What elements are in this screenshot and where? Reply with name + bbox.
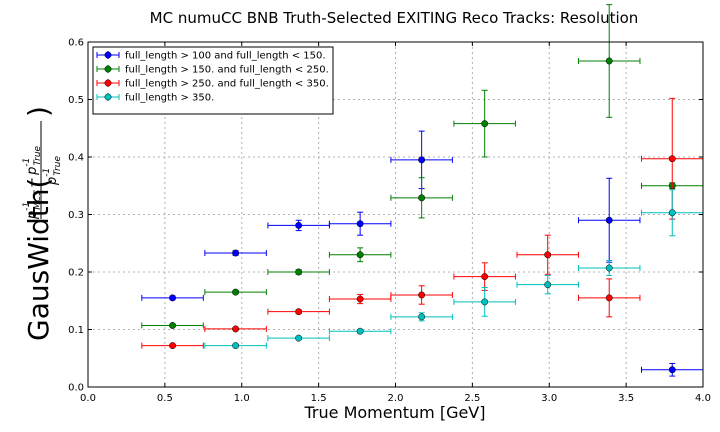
data-point bbox=[418, 291, 426, 299]
legend-entry-2: full_length > 150. and full_length < 250… bbox=[96, 65, 329, 76]
data-point bbox=[544, 251, 552, 259]
series-4 bbox=[204, 189, 704, 350]
x-tick-label: 2.0 bbox=[388, 393, 404, 404]
data-point bbox=[356, 327, 364, 335]
data-point bbox=[232, 249, 240, 257]
x-tick-label: 1.5 bbox=[311, 393, 327, 404]
legend-marker bbox=[104, 79, 112, 87]
data-point bbox=[295, 308, 303, 316]
y-tick-label: 0.0 bbox=[68, 383, 84, 394]
y-tick-label: 0.3 bbox=[68, 210, 84, 221]
x-tick-label: 3.5 bbox=[618, 393, 634, 404]
x-axis-label: True Momentum [GeV] bbox=[304, 403, 486, 422]
data-point bbox=[356, 295, 364, 303]
data-point bbox=[295, 334, 303, 342]
data-point bbox=[481, 298, 489, 306]
chart-title: MC numuCC BNB Truth-Selected EXITING Rec… bbox=[150, 9, 639, 27]
data-point bbox=[481, 120, 489, 128]
y-axis-label-fraction: p-1MCS−p-1True p-1True bbox=[22, 121, 63, 220]
legend-label: full_length > 100 and full_length < 150. bbox=[125, 51, 326, 62]
series-1 bbox=[141, 130, 704, 377]
x-tick-label: 1.0 bbox=[234, 393, 250, 404]
y-tick-label: 0.4 bbox=[68, 153, 84, 164]
x-tick-label: 3.0 bbox=[541, 393, 557, 404]
data-point bbox=[605, 57, 613, 65]
data-point bbox=[605, 216, 613, 224]
y-axis-label-numerator: p-1MCS−p-1True bbox=[22, 145, 43, 220]
y-tick-label: 0.6 bbox=[68, 38, 84, 49]
data-point bbox=[356, 251, 364, 259]
legend-entry-4: full_length > 350. bbox=[96, 93, 214, 104]
series-2 bbox=[141, 4, 704, 329]
data-point bbox=[668, 366, 676, 374]
axis-ticks: 0.0 0.5 1.0 1.5 2.0 2.5 3.0 3.5 4.0 0.0 0.1 0.2 0.3 0… bbox=[68, 38, 711, 405]
data-point bbox=[418, 194, 426, 202]
y-tick-label: 0.2 bbox=[68, 268, 84, 279]
y-axis-label: GausWidth( p-1MCS−p-1True p-1True ) bbox=[22, 106, 63, 341]
data-point bbox=[232, 325, 240, 333]
legend-entry-3: full_length > 250. and full_length < 350… bbox=[96, 79, 329, 90]
data-point bbox=[418, 313, 426, 321]
legend-marker bbox=[104, 65, 112, 73]
data-point bbox=[356, 220, 364, 228]
series-3 bbox=[141, 97, 704, 350]
y-axis-label-prefix: GausWidth( bbox=[22, 178, 55, 341]
data-point bbox=[668, 209, 676, 217]
data-point bbox=[295, 268, 303, 276]
data-point bbox=[169, 342, 177, 350]
y-axis-label-denominator: p-1True bbox=[42, 156, 63, 186]
x-tick-label: 2.5 bbox=[464, 393, 480, 404]
data-point bbox=[169, 294, 177, 302]
data-point bbox=[481, 273, 489, 281]
legend-label: full_length > 350. bbox=[125, 93, 214, 104]
legend-label: full_length > 250. and full_length < 350… bbox=[125, 79, 329, 90]
data-point bbox=[232, 288, 240, 296]
data-point bbox=[418, 156, 426, 164]
data-point bbox=[232, 342, 240, 350]
legend-box bbox=[92, 46, 334, 115]
data-series bbox=[141, 4, 704, 377]
data-point bbox=[605, 294, 613, 302]
y-tick-label: 0.5 bbox=[68, 95, 84, 106]
x-tick-label: 4.0 bbox=[695, 393, 711, 404]
legend-marker bbox=[104, 93, 112, 101]
legend-entry-1: full_length > 100 and full_length < 150. bbox=[96, 51, 326, 62]
legend-label: full_length > 150. and full_length < 250… bbox=[125, 65, 329, 76]
y-tick-label: 0.1 bbox=[68, 325, 84, 336]
data-point bbox=[169, 322, 177, 329]
data-point bbox=[544, 281, 552, 289]
y-axis-label-suffix: ) bbox=[22, 106, 55, 117]
data-point bbox=[668, 155, 676, 163]
x-tick-label: 0.0 bbox=[80, 393, 96, 404]
data-point bbox=[605, 264, 613, 272]
legend-marker bbox=[104, 51, 112, 59]
data-point bbox=[295, 221, 303, 229]
x-tick-label: 0.5 bbox=[157, 393, 173, 404]
legend: full_length > 100 and full_length < 150.… bbox=[92, 46, 334, 115]
